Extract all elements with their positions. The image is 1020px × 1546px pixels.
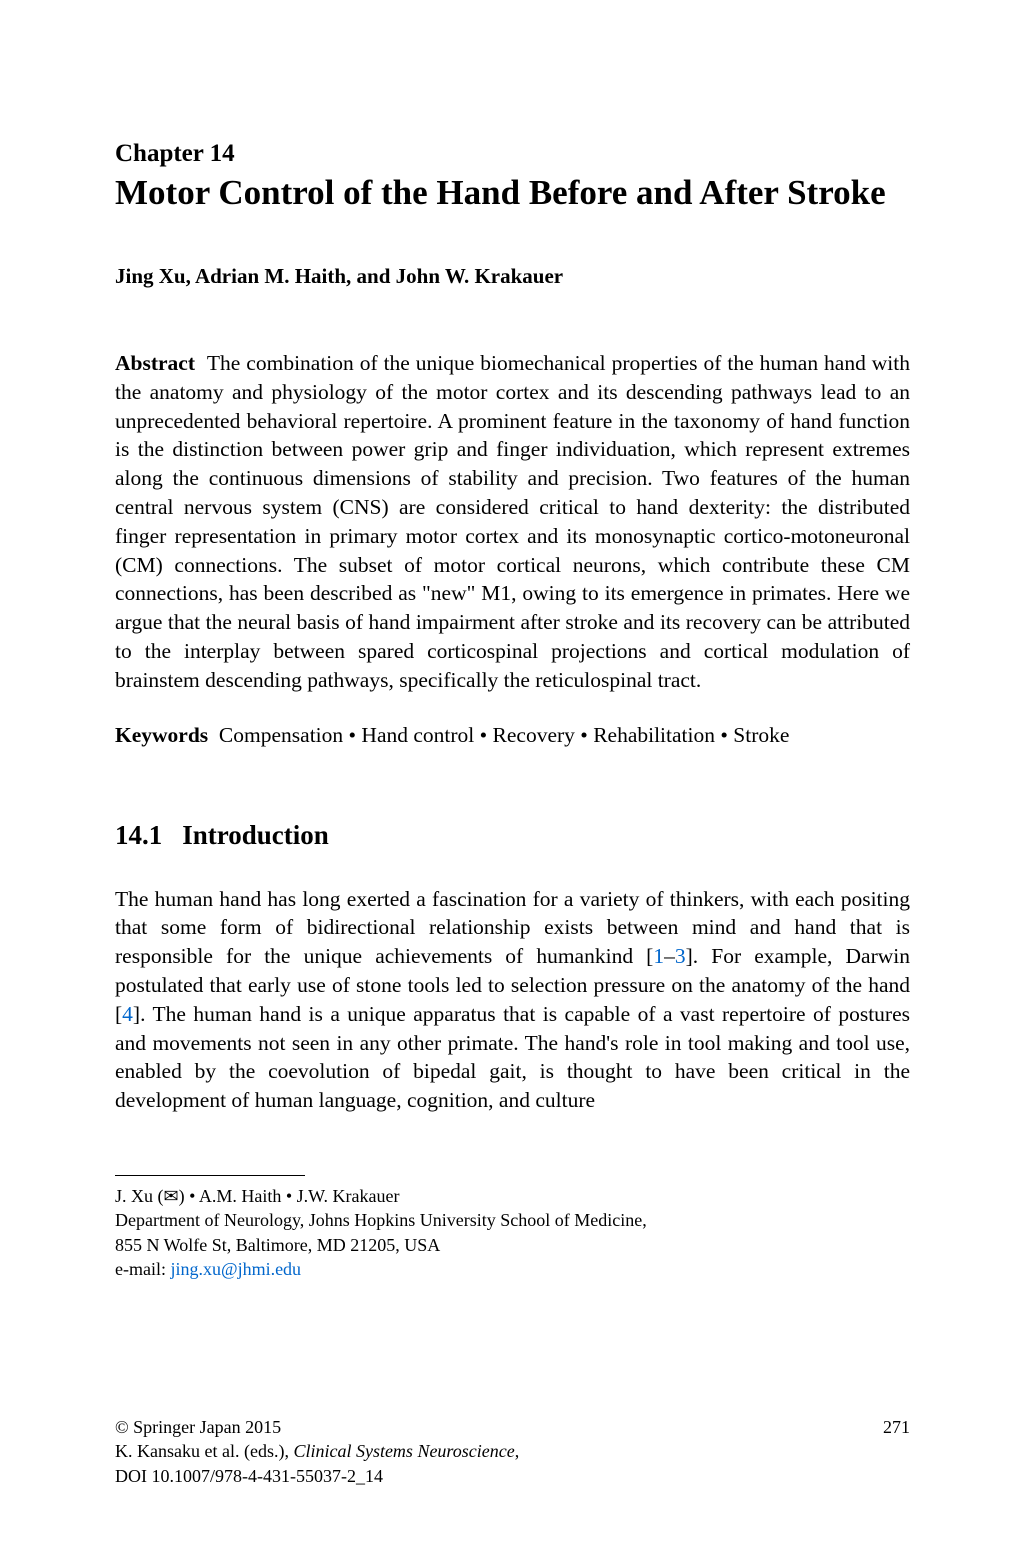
citation-link[interactable]: 1 (653, 944, 664, 968)
keywords-label: Keywords (115, 723, 208, 747)
chapter-label: Chapter 14 (115, 140, 910, 168)
chapter-title: Motor Control of the Hand Before and Aft… (115, 172, 910, 214)
page-number: 271 (883, 1415, 910, 1439)
citation-link[interactable]: 3 (675, 944, 686, 968)
comma: , (515, 1441, 520, 1461)
section-number: 14.1 (115, 820, 162, 851)
body-text-part: ]. The human hand is a unique apparatus … (115, 1002, 910, 1112)
abstract-block: Abstract The combination of the unique b… (115, 349, 910, 695)
editors: K. Kansaku et al. (eds.), (115, 1441, 293, 1461)
book-title: Clinical Systems Neuroscience (293, 1441, 514, 1461)
footnote-affiliation: 855 N Wolfe St, Baltimore, MD 21205, USA (115, 1233, 910, 1257)
footnote-block: J. Xu (✉) • A.M. Haith • J.W. Krakauer D… (115, 1184, 910, 1281)
doi: DOI 10.1007/978-4-431-55037-2_14 (115, 1464, 910, 1488)
section-heading: 14.1 Introduction (115, 820, 910, 851)
footnote-email-line: e-mail: jing.xu@jhmi.edu (115, 1257, 910, 1281)
footer-editors-line: K. Kansaku et al. (eds.), Clinical Syste… (115, 1439, 910, 1463)
citation-link[interactable]: 4 (122, 1002, 133, 1026)
footer: © Springer Japan 2015 271 K. Kansaku et … (115, 1415, 910, 1488)
section-title: Introduction (182, 820, 329, 850)
copyright: © Springer Japan 2015 (115, 1415, 281, 1439)
email-link[interactable]: jing.xu@jhmi.edu (170, 1259, 301, 1279)
body-text-part: – (664, 944, 675, 968)
abstract-label: Abstract (115, 351, 195, 375)
footnote-affiliation: Department of Neurology, Johns Hopkins U… (115, 1208, 910, 1232)
footnote-rule (115, 1175, 305, 1176)
body-paragraph: The human hand has long exerted a fascin… (115, 885, 910, 1115)
keywords-block: Keywords Compensation • Hand control • R… (115, 723, 910, 748)
email-label: e-mail: (115, 1259, 170, 1279)
abstract-text: The combination of the unique biomechani… (115, 351, 910, 692)
footnote-authors: J. Xu (✉) • A.M. Haith • J.W. Krakauer (115, 1184, 910, 1208)
authors: Jing Xu, Adrian M. Haith, and John W. Kr… (115, 264, 910, 289)
keywords-list: Compensation • Hand control • Recovery •… (219, 723, 790, 747)
